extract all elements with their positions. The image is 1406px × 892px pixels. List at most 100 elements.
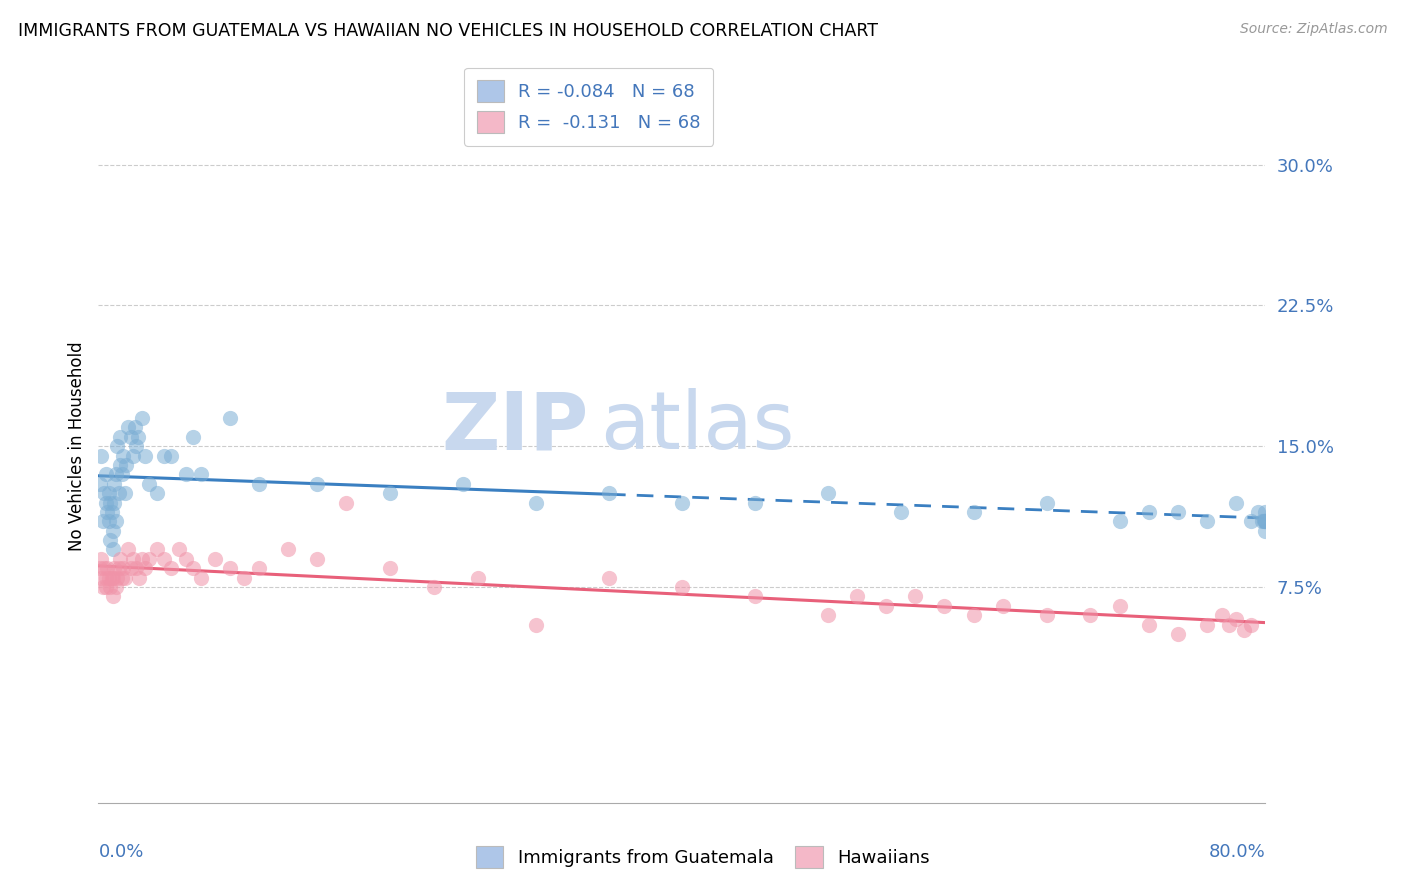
Point (846, 590, 869, 604)
Point (97, 514, 120, 528)
Point (190, 467, 212, 482)
Point (108, 561, 131, 575)
Point (122, 449, 145, 463)
Point (91, 514, 114, 528)
Text: atlas: atlas (600, 388, 794, 467)
Point (146, 486, 169, 500)
Point (1254, 514, 1277, 528)
Point (112, 561, 135, 575)
Point (1035, 495, 1057, 509)
Point (112, 449, 135, 463)
Point (91, 580, 114, 594)
Point (167, 542, 190, 557)
Point (875, 599, 897, 613)
Point (104, 580, 127, 594)
Point (247, 476, 270, 491)
Point (101, 571, 124, 585)
Point (131, 411, 153, 425)
Point (307, 551, 329, 566)
Point (110, 551, 132, 566)
Point (1195, 617, 1218, 632)
Point (671, 495, 693, 509)
Point (1232, 623, 1254, 637)
Point (233, 571, 256, 585)
Point (1240, 514, 1263, 528)
Point (181, 430, 204, 444)
Point (125, 561, 148, 575)
Point (1167, 627, 1189, 641)
Point (1225, 612, 1247, 626)
Point (96, 505, 118, 519)
Point (94, 467, 117, 482)
Point (160, 449, 183, 463)
Point (146, 542, 169, 557)
Point (90, 449, 112, 463)
Point (103, 476, 125, 491)
Point (423, 580, 446, 594)
Point (90, 551, 112, 566)
Point (108, 486, 131, 500)
Point (1247, 505, 1270, 519)
Point (153, 551, 176, 566)
Point (100, 571, 122, 585)
Point (190, 571, 212, 585)
Point (1225, 495, 1247, 509)
Text: Source: ZipAtlas.com: Source: ZipAtlas.com (1240, 22, 1388, 37)
Point (134, 561, 156, 575)
Point (1251, 514, 1274, 528)
Point (1253, 514, 1275, 528)
Point (1137, 505, 1160, 519)
Point (90, 571, 112, 585)
Legend: R = -0.084   N = 68, R =  -0.131   N = 68: R = -0.084 N = 68, R = -0.131 N = 68 (464, 68, 713, 146)
Point (97, 486, 120, 500)
Point (101, 542, 124, 557)
Point (934, 599, 956, 613)
Point (138, 476, 160, 491)
Point (117, 542, 139, 557)
Point (744, 495, 766, 509)
Point (1035, 608, 1057, 623)
Point (335, 495, 357, 509)
Point (380, 561, 402, 575)
Point (153, 449, 176, 463)
Point (105, 439, 128, 453)
Point (122, 551, 145, 566)
Point (1254, 514, 1277, 528)
Point (125, 439, 148, 453)
Point (115, 458, 138, 472)
Point (204, 551, 226, 566)
Point (89, 476, 111, 491)
Point (451, 476, 474, 491)
Point (101, 590, 124, 604)
Point (104, 467, 127, 482)
Point (94, 571, 117, 585)
Point (524, 617, 547, 632)
Point (111, 571, 134, 585)
Point (103, 561, 125, 575)
Point (105, 571, 128, 585)
Point (817, 486, 839, 500)
Point (1240, 617, 1263, 632)
Text: 0.0%: 0.0% (98, 843, 143, 861)
Point (1137, 617, 1160, 632)
Point (1080, 608, 1102, 623)
Point (181, 561, 204, 575)
Point (101, 524, 124, 538)
Text: ZIP: ZIP (441, 388, 589, 467)
Point (96, 561, 118, 575)
Point (1108, 599, 1130, 613)
Point (467, 571, 489, 585)
Point (128, 571, 150, 585)
Point (1254, 505, 1277, 519)
Point (117, 420, 139, 434)
Point (671, 580, 693, 594)
Point (131, 551, 153, 566)
Point (218, 411, 240, 425)
Point (127, 430, 149, 444)
Point (817, 608, 839, 623)
Point (1254, 514, 1277, 528)
Point (1211, 608, 1233, 623)
Point (1195, 514, 1218, 528)
Point (962, 608, 984, 623)
Point (890, 505, 912, 519)
